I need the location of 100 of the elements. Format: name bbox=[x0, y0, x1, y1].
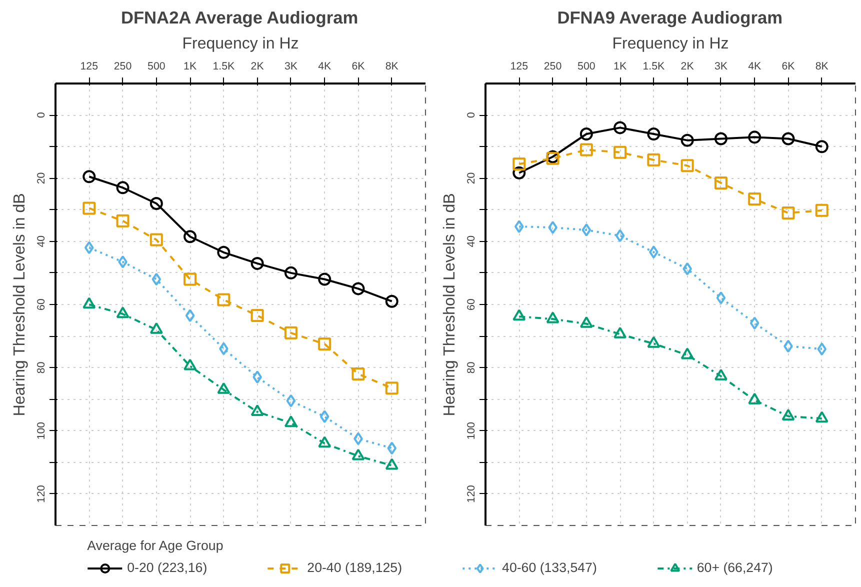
point bbox=[284, 266, 298, 280]
point bbox=[782, 408, 795, 420]
point bbox=[680, 348, 694, 360]
point bbox=[580, 143, 593, 156]
point bbox=[615, 229, 625, 242]
point bbox=[548, 220, 558, 234]
y-tick-label: 60 bbox=[36, 298, 48, 310]
point bbox=[512, 158, 526, 171]
x-tick-label: 2K bbox=[680, 60, 694, 72]
y-axis-title: Hearing Threshold Levels in dB bbox=[12, 193, 28, 416]
point bbox=[318, 436, 332, 448]
x-tick-label: 6K bbox=[782, 60, 795, 72]
point bbox=[582, 223, 592, 236]
y-tick-label: 100 bbox=[36, 422, 48, 440]
x-tick-label: 500 bbox=[578, 60, 596, 72]
point bbox=[782, 206, 795, 220]
point bbox=[614, 146, 627, 159]
point bbox=[682, 262, 692, 276]
point bbox=[150, 196, 163, 210]
point bbox=[716, 291, 726, 304]
x-tick-label: 1K bbox=[614, 60, 627, 72]
x-tick-label: 500 bbox=[148, 60, 166, 72]
x-tick-label: 4K bbox=[748, 60, 762, 72]
point bbox=[714, 132, 728, 146]
point bbox=[815, 140, 828, 154]
x-tick-label: 250 bbox=[544, 60, 562, 72]
point bbox=[82, 170, 96, 184]
x-tick-label: 2K bbox=[250, 60, 264, 72]
legend-label: 20-40 (189,125) bbox=[307, 560, 402, 575]
point bbox=[614, 121, 627, 134]
point bbox=[217, 382, 230, 394]
legend-label: 60+ (66,247) bbox=[696, 560, 773, 575]
x-tick-label: 125 bbox=[80, 60, 98, 72]
point bbox=[352, 367, 365, 380]
point bbox=[614, 326, 627, 338]
x-tick-label: 4K bbox=[318, 60, 332, 72]
point bbox=[284, 326, 298, 340]
x-axis-title: Frequency in Hz bbox=[612, 36, 729, 52]
point bbox=[750, 316, 760, 330]
point bbox=[784, 340, 793, 353]
point bbox=[647, 153, 660, 166]
point bbox=[385, 458, 398, 470]
point bbox=[320, 410, 330, 424]
point bbox=[680, 134, 694, 147]
point bbox=[649, 246, 658, 259]
y-tick-label: 80 bbox=[466, 362, 478, 374]
point bbox=[150, 322, 163, 334]
x-tick-label: 125 bbox=[510, 60, 528, 72]
point bbox=[815, 204, 828, 217]
x-tick-label: 1.5K bbox=[642, 60, 665, 72]
point bbox=[647, 336, 660, 348]
point bbox=[116, 214, 130, 228]
legend-label: 0-20 (223,16) bbox=[127, 560, 208, 575]
y-tick-label: 80 bbox=[36, 362, 48, 374]
point bbox=[387, 442, 397, 455]
point bbox=[252, 370, 262, 384]
y-tick-label: 40 bbox=[466, 235, 478, 248]
point bbox=[514, 220, 524, 234]
y-tick-label: 20 bbox=[36, 172, 48, 184]
point bbox=[184, 358, 197, 370]
x-axis-title: Frequency in Hz bbox=[182, 36, 299, 52]
point bbox=[184, 230, 197, 244]
point bbox=[82, 202, 96, 215]
y-tick-label: 120 bbox=[466, 484, 478, 503]
point bbox=[748, 192, 762, 206]
x-tick-label: 1K bbox=[184, 60, 197, 72]
point bbox=[116, 306, 130, 318]
point bbox=[546, 312, 560, 324]
point bbox=[185, 309, 195, 322]
x-tick-label: 8K bbox=[385, 60, 398, 72]
point bbox=[318, 272, 332, 286]
point bbox=[152, 272, 162, 286]
point bbox=[580, 316, 593, 328]
x-tick-label: 3K bbox=[284, 60, 298, 72]
point bbox=[150, 233, 163, 246]
point bbox=[817, 342, 827, 356]
point bbox=[184, 272, 197, 286]
chart-title: DFNA9 Average Audiogram bbox=[557, 8, 783, 28]
y-tick-label: 20 bbox=[466, 172, 478, 184]
point bbox=[354, 432, 363, 446]
y-tick-label: 0 bbox=[36, 112, 48, 118]
point bbox=[250, 309, 264, 322]
point bbox=[385, 294, 398, 308]
point bbox=[815, 411, 828, 423]
legend-label: 40-60 (133,547) bbox=[502, 560, 597, 575]
point bbox=[250, 256, 264, 270]
y-tick-label: 120 bbox=[36, 484, 48, 503]
point bbox=[286, 394, 296, 408]
point bbox=[352, 448, 365, 460]
x-tick-label: 8K bbox=[815, 60, 828, 72]
point bbox=[118, 255, 128, 268]
point bbox=[284, 416, 298, 428]
point bbox=[680, 159, 694, 172]
x-tick-label: 6K bbox=[352, 60, 365, 72]
point bbox=[250, 404, 264, 416]
y-tick-label: 0 bbox=[466, 112, 478, 118]
point bbox=[217, 293, 230, 306]
point bbox=[748, 392, 762, 404]
chart-title: DFNA2A Average Audiogram bbox=[120, 8, 358, 28]
point bbox=[512, 166, 526, 180]
